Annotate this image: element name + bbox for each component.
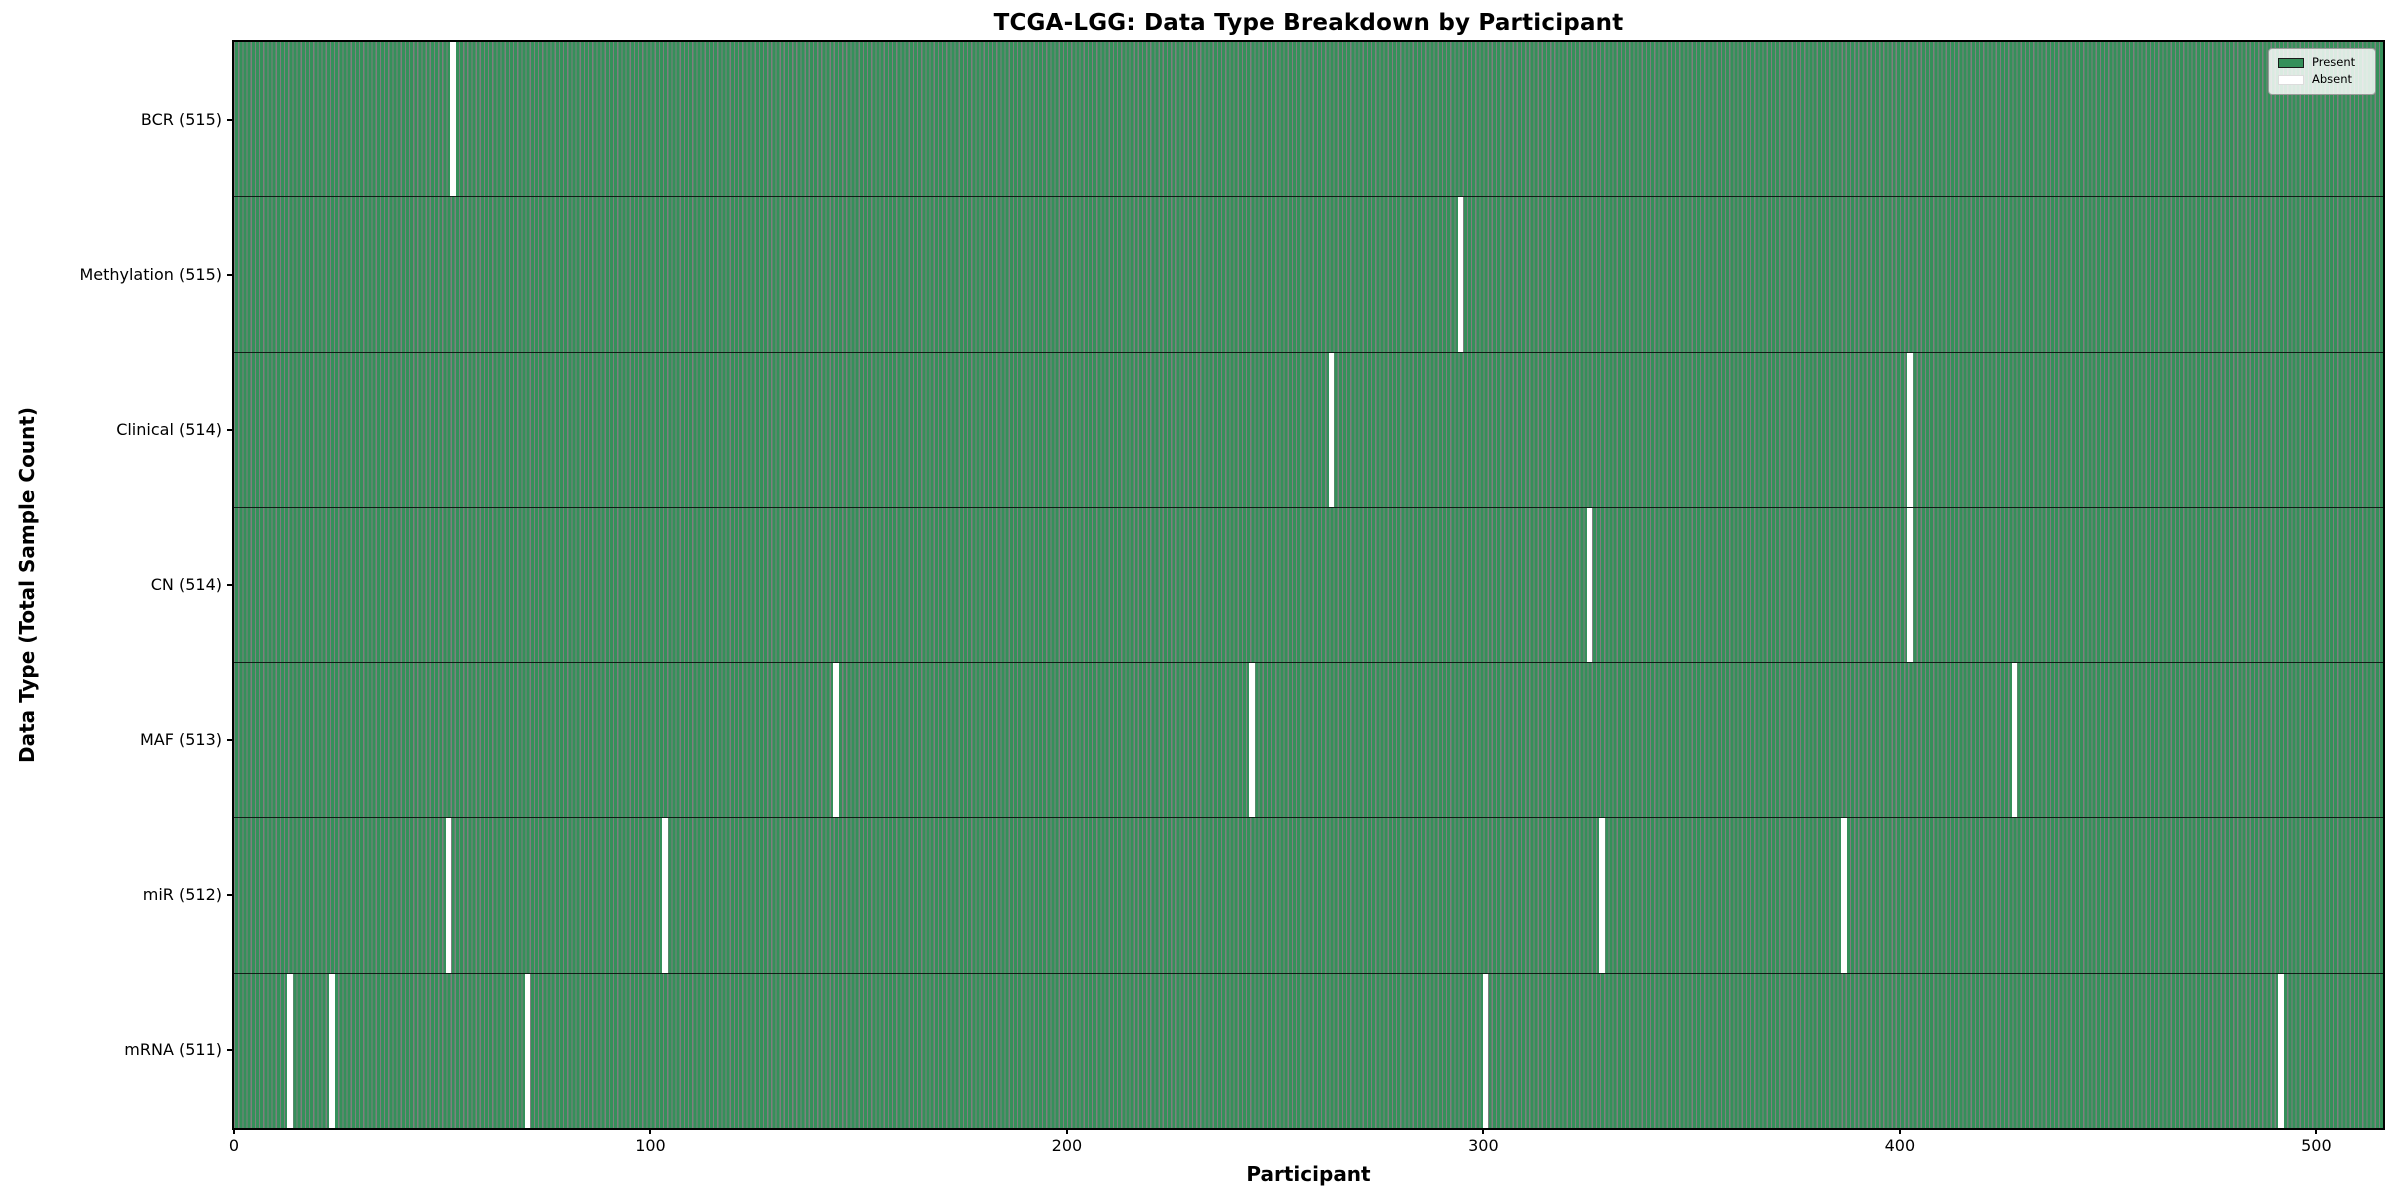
x-tick-label: 0 bbox=[228, 1136, 240, 1155]
legend-entry-absent: Absent bbox=[2278, 71, 2366, 88]
legend-label-absent: Absent bbox=[2312, 72, 2353, 86]
x-tick-mark bbox=[233, 1128, 235, 1134]
plot-area bbox=[234, 42, 2383, 1128]
x-tick-mark bbox=[649, 1128, 652, 1134]
y-tick-label-miR: miR (512) bbox=[142, 885, 222, 905]
x-tick-mark bbox=[2315, 1128, 2318, 1134]
row-CN bbox=[234, 506, 2383, 663]
y-tick-mark bbox=[227, 739, 233, 742]
y-tick-mark bbox=[227, 1049, 233, 1052]
absent-mark bbox=[832, 663, 839, 818]
row-MAF bbox=[234, 662, 2383, 818]
absent-mark bbox=[1482, 973, 1489, 1128]
present-swatch bbox=[2278, 57, 2304, 68]
y-tick-mark bbox=[227, 428, 233, 431]
absent-mark bbox=[2278, 973, 2284, 1128]
x-tick-mark bbox=[1482, 1128, 1485, 1134]
y-tick-label-MAF: MAF (513) bbox=[139, 730, 222, 750]
y-tick-label-CN: CN (514) bbox=[150, 575, 222, 594]
x-tick-label: 400 bbox=[1884, 1136, 1916, 1155]
absent-mark bbox=[449, 42, 456, 197]
row-Methylation bbox=[234, 196, 2383, 352]
y-tick-mark bbox=[227, 584, 233, 586]
absent-swatch bbox=[2278, 74, 2304, 85]
legend-label-present: Present bbox=[2312, 55, 2356, 69]
legend: Present Absent bbox=[2268, 48, 2376, 95]
y-tick-mark bbox=[227, 118, 233, 121]
x-tick-mark bbox=[1898, 1128, 1901, 1134]
x-tick-label: 100 bbox=[635, 1136, 666, 1155]
x-tick-label: 200 bbox=[1051, 1136, 1083, 1155]
row-miR bbox=[234, 817, 2383, 973]
row-mRNA bbox=[234, 972, 2383, 1128]
absent-mark bbox=[1249, 663, 1256, 818]
row-Clinical bbox=[234, 351, 2383, 507]
x-tick-mark bbox=[1065, 1128, 1068, 1134]
absent-mark bbox=[1599, 818, 1605, 973]
y-tick-label-mRNA: mRNA (511) bbox=[124, 1040, 222, 1060]
x-axis-title: Participant bbox=[1246, 1162, 1371, 1186]
absent-mark bbox=[2011, 663, 2018, 818]
x-tick-label: 500 bbox=[2301, 1136, 2332, 1155]
x-tick-label: 300 bbox=[1468, 1136, 1499, 1155]
absent-mark bbox=[328, 973, 335, 1128]
y-tick-label-BCR: BCR (515) bbox=[140, 109, 222, 129]
absent-mark bbox=[445, 818, 452, 973]
absent-mark bbox=[1907, 352, 1914, 507]
y-tick-label-Clinical: Clinical (514) bbox=[116, 419, 222, 439]
y-tick-mark bbox=[227, 273, 233, 276]
row-BCR bbox=[234, 42, 2383, 197]
y-tick-mark bbox=[227, 894, 233, 897]
absent-mark bbox=[1328, 352, 1335, 507]
legend-entry-present: Present bbox=[2278, 54, 2366, 71]
absent-mark bbox=[287, 973, 294, 1128]
absent-mark bbox=[1840, 818, 1847, 973]
chart-title: TCGA-LGG: Data Type Breakdown by Partici… bbox=[993, 10, 1624, 36]
y-tick-label-Methylation: Methylation (515) bbox=[79, 264, 222, 284]
absent-mark bbox=[524, 973, 531, 1128]
absent-mark bbox=[1586, 507, 1593, 663]
absent-mark bbox=[1457, 197, 1464, 352]
absent-mark bbox=[662, 818, 668, 973]
absent-mark bbox=[1907, 507, 1914, 663]
